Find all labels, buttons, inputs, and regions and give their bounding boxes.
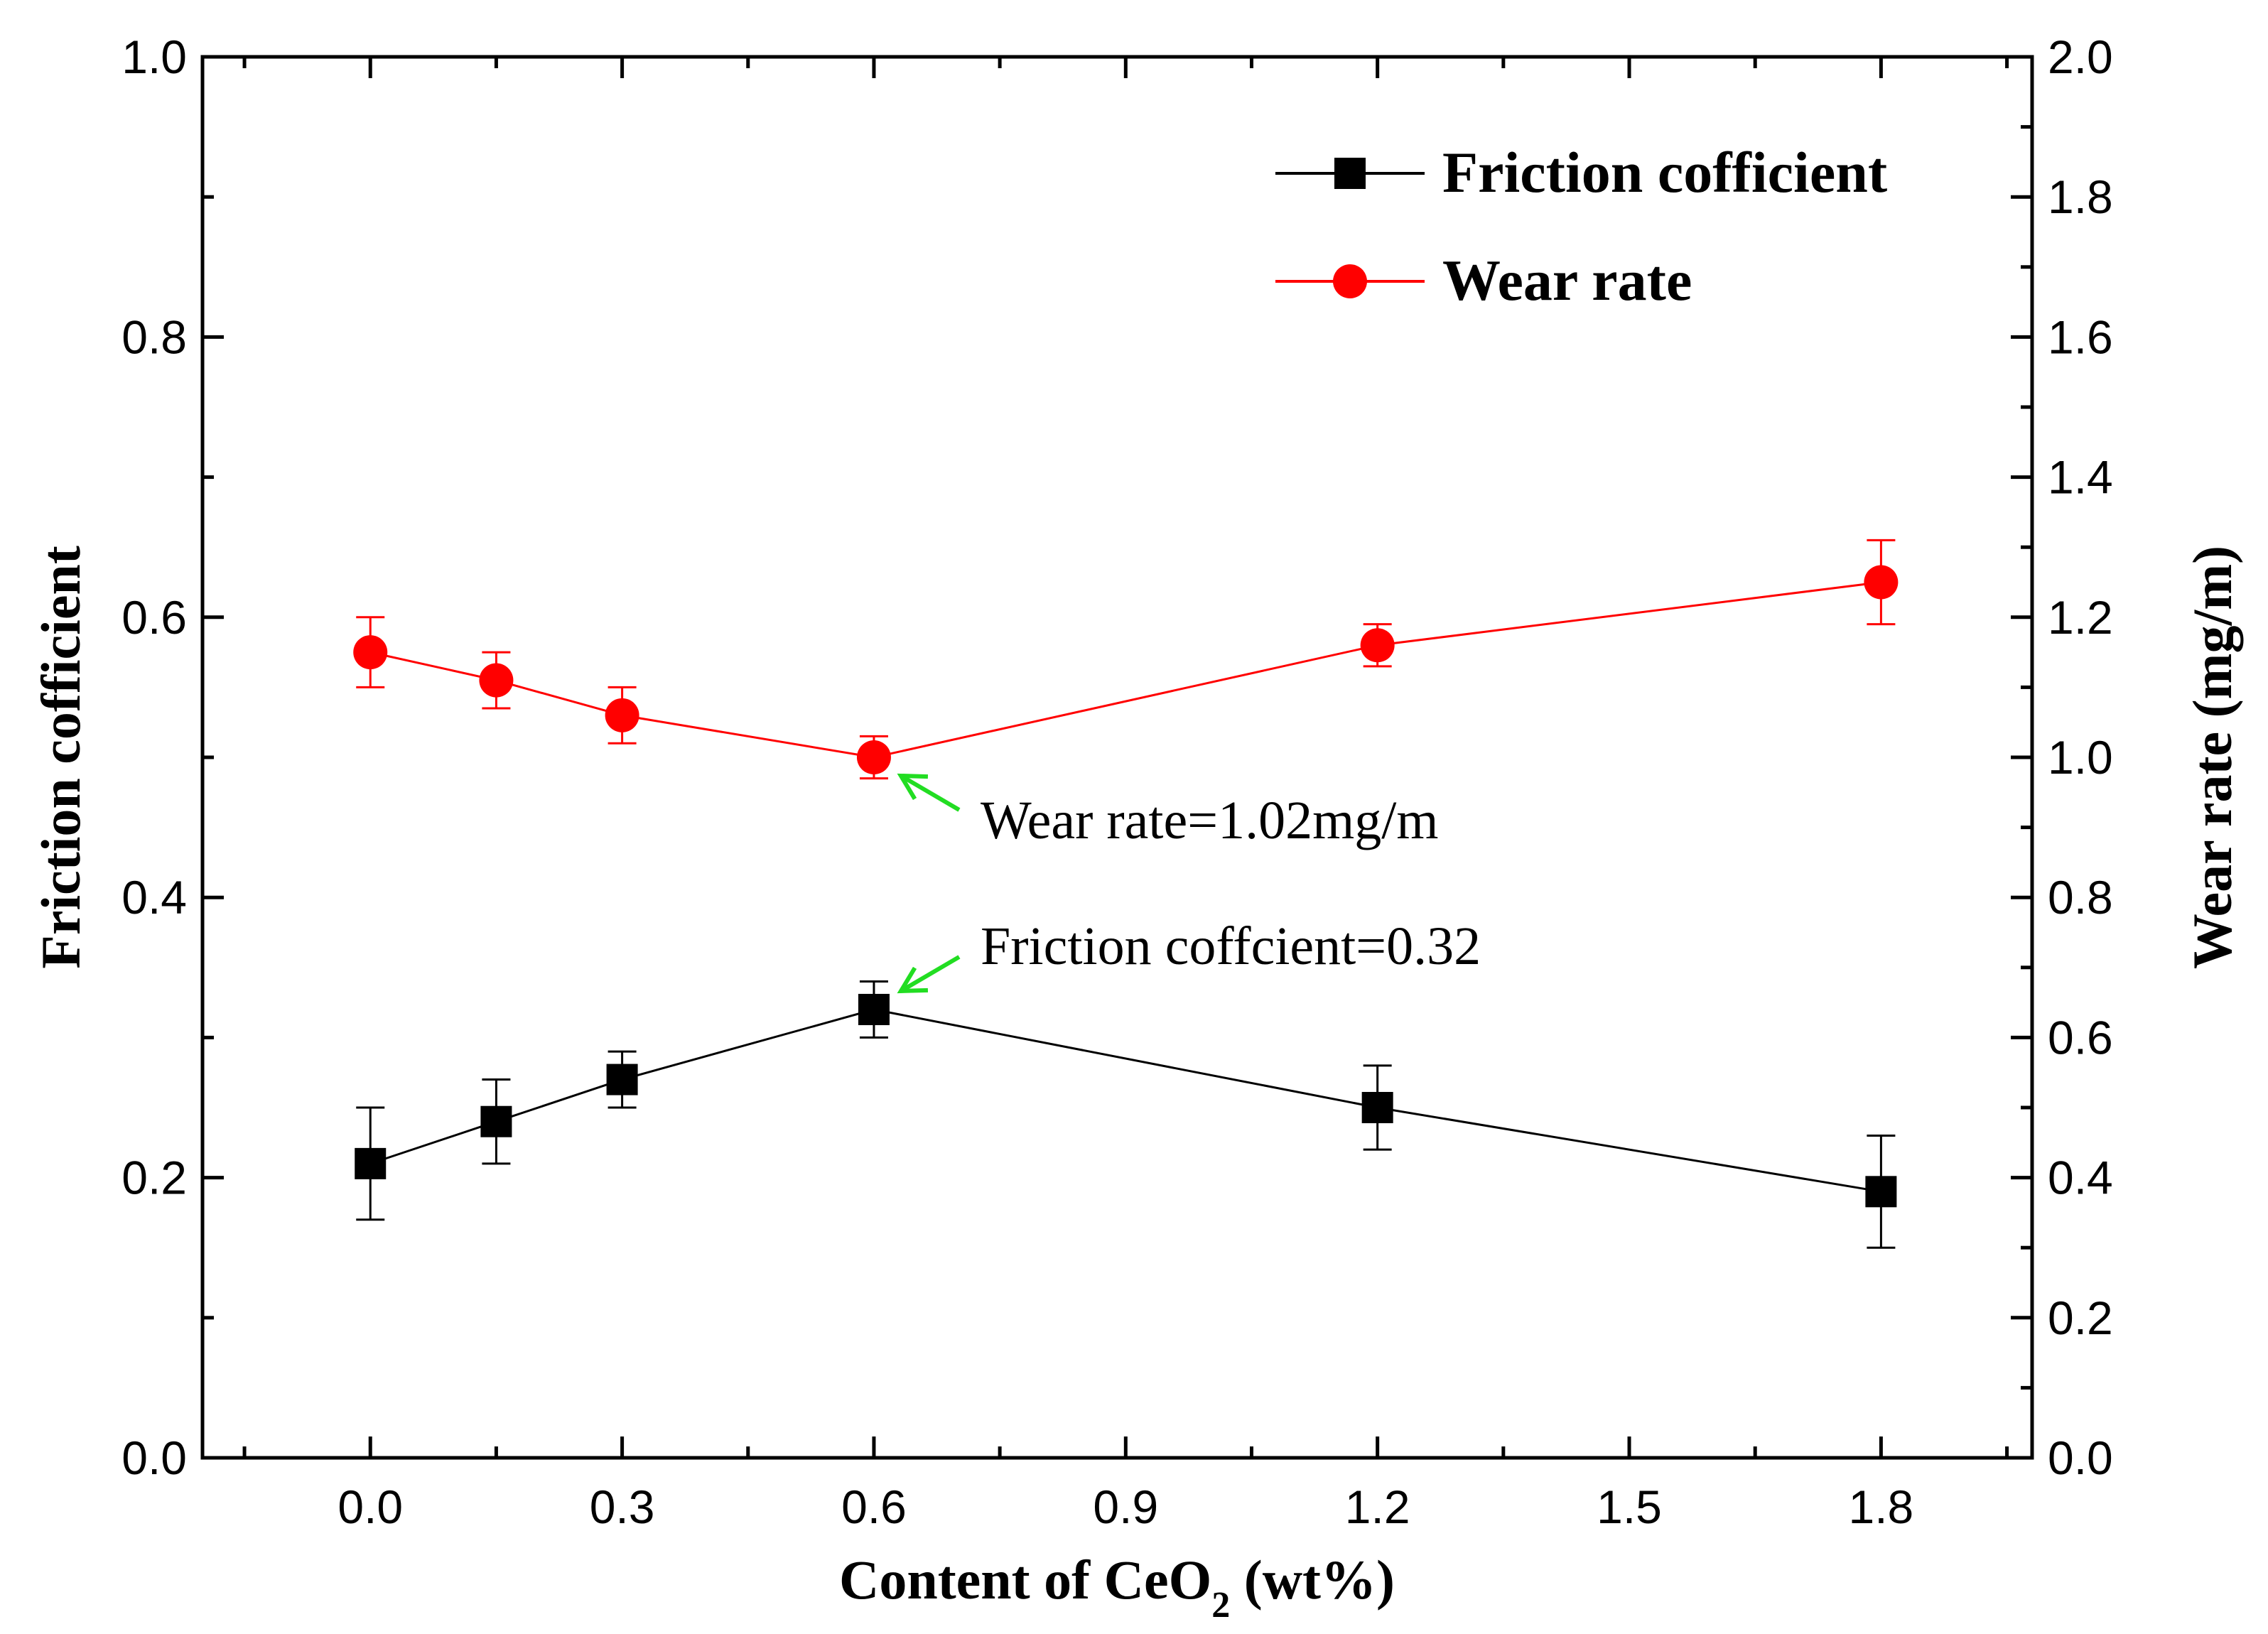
x-tick-label: 0.3 (590, 1481, 655, 1533)
legend-entry-wear: Wear rate (1275, 248, 1692, 313)
series-layer (353, 539, 1899, 1249)
data-point-friction (355, 1147, 387, 1179)
legend: Friction cofficient Wear rate (1275, 140, 1887, 313)
data-point-friction (480, 1105, 512, 1137)
y-left-tick-label: 0.4 (122, 871, 187, 924)
y-right-tick-label: 1.6 (2048, 310, 2113, 363)
data-point-friction (606, 1064, 638, 1095)
y-right-tick-label: 0.2 (2048, 1292, 2113, 1344)
y-right-tick-label: 0.6 (2048, 1011, 2113, 1064)
annotation-label-friction: Friction coffcient=0.32 (981, 916, 1481, 976)
y-right-tick-label: 1.8 (2048, 171, 2113, 223)
data-point-wear (479, 663, 514, 698)
legend-label-wear: Wear rate (1442, 248, 1692, 313)
y-left-tick-label: 0.0 (122, 1432, 187, 1484)
legend-label-friction: Friction cofficient (1442, 140, 1887, 205)
y-left-tick-label: 0.2 (122, 1152, 187, 1204)
series-line-wear (369, 581, 1881, 759)
data-point-friction (1361, 1092, 1393, 1123)
data-point-wear (856, 740, 891, 774)
y-axis-left-title: Friction cofficient (30, 546, 92, 969)
annotation-arrow-wear (900, 774, 961, 812)
y-right-tick-label: 2.0 (2048, 31, 2113, 83)
x-tick-label: 1.8 (1849, 1481, 1914, 1533)
y-right-tick-label: 1.4 (2048, 451, 2113, 504)
data-point-friction (1865, 1176, 1897, 1208)
y-right-tick-label: 0.8 (2048, 871, 2113, 924)
annotation-arrowhead-wear (897, 773, 929, 801)
y-right-tick-label: 0.4 (2048, 1152, 2113, 1204)
y-left-tick-label: 1.0 (122, 31, 187, 83)
plot-frame (200, 55, 2034, 1460)
annotation-arrowhead-friction (897, 966, 929, 994)
annotation-layer: Wear rate=1.02mg/m Friction coffcient=0.3… (897, 773, 1481, 994)
x-tick-label: 0.9 (1093, 1481, 1158, 1533)
y-right-tick-label: 1.2 (2048, 591, 2113, 644)
data-point-wear (1360, 628, 1395, 663)
legend-square-marker-icon (1334, 158, 1366, 189)
x-axis-title: Content of CeO2 (wt%) (839, 1549, 1395, 1625)
data-point-wear (605, 698, 639, 732)
y-left-tick-label: 0.6 (122, 591, 187, 644)
x-tick-label: 1.2 (1345, 1481, 1410, 1533)
y-right-tick-label: 0.0 (2048, 1432, 2113, 1484)
x-tick-label: 1.5 (1597, 1481, 1662, 1533)
legend-entry-friction: Friction cofficient (1275, 140, 1887, 205)
y-left-tick-label: 0.8 (122, 310, 187, 363)
x-tick-label: 0.6 (841, 1481, 907, 1533)
legend-circle-marker-icon (1333, 264, 1367, 298)
data-point-wear (1864, 565, 1899, 600)
y-right-tick-label: 1.0 (2048, 731, 2113, 784)
annotation-arrow-friction (900, 955, 961, 993)
series-line-friction (369, 1008, 1881, 1193)
data-point-friction (858, 993, 890, 1025)
y-axis-right: 0.0 0.2 0.4 0.6 0.8 1.0 1.2 1.4 1.6 1.8 2.0 (2011, 31, 2113, 1484)
x-tick-label: 0.0 (338, 1481, 403, 1533)
x-axis: 0.0 0.3 0.6 0.9 1.2 1.5 1.8 (242, 57, 2009, 1533)
y-axis-right-title: Wear rate (mg/m) (2181, 546, 2243, 969)
data-point-wear (353, 635, 388, 670)
annotation-label-wear: Wear rate=1.02mg/m (981, 791, 1439, 850)
y-axis-left: 0.0 0.2 0.4 0.6 0.8 1.0 (122, 31, 224, 1484)
